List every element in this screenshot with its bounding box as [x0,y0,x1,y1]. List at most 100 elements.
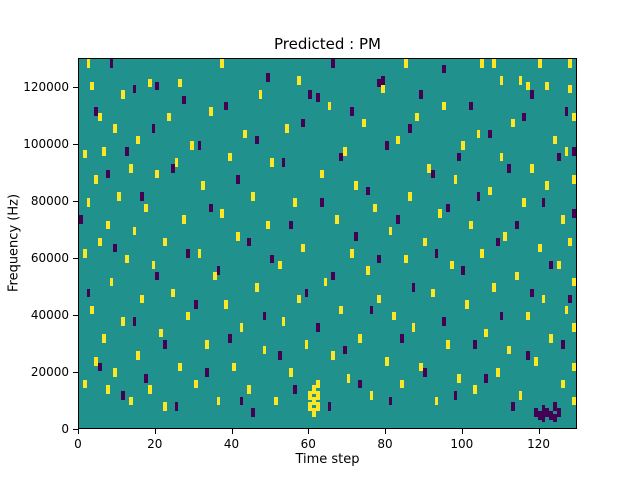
heatmap-cell-high [201,181,206,190]
heatmap-cell-high [155,169,160,179]
heatmap-cell-low [308,90,313,99]
heatmap-cell-high [212,271,217,281]
heatmap-cell-low [484,374,489,383]
heatmap-cell-high [90,81,95,91]
heatmap-cell-high [446,340,450,349]
heatmap-cell-high [273,396,278,406]
heatmap-cell-high [189,141,194,150]
x-tick-mark [231,429,233,434]
heatmap-cell-low [526,351,531,360]
heatmap-cell-high [572,277,576,287]
heatmap-cell-high [147,385,152,394]
heatmap-cell-low [442,317,446,326]
heatmap-cell-high [403,254,408,264]
heatmap-cell-high [572,112,576,122]
heatmap-cell-low [316,93,320,102]
heatmap-cell-low [105,169,110,179]
heatmap-cell-high [143,203,148,213]
heatmap-cell-high [488,186,492,196]
heatmap-cell-high [205,340,209,349]
heatmap-cell-low [400,334,404,343]
y-tick-mark [73,429,78,430]
heatmap-cell-low [514,220,519,230]
heatmap-cell-high [98,112,102,122]
heatmap-cell-low [430,169,435,179]
heatmap-cell-low [369,305,374,315]
heatmap-cell-high [568,237,573,247]
heatmap-cell-high [174,158,179,167]
heatmap-cell-high [220,59,225,68]
heatmap-cell-low [109,59,114,68]
y-tick-label: 0 [61,422,69,436]
heatmap-cell-low [143,374,148,383]
x-tick-label: 120 [527,437,551,451]
heatmap-cell-low [488,129,492,139]
heatmap-cell-high [392,311,397,321]
heatmap-cell-high [220,209,225,218]
heatmap-cell-low [545,408,550,417]
heatmap-cell-high [239,323,244,332]
heatmap-cell-low [193,300,198,309]
heatmap-cell-low [151,124,156,133]
heatmap-cell-high [476,129,481,139]
heatmap-cell-low [186,249,190,258]
y-tick-label: 60000 [30,250,69,265]
x-tick-label: 40 [223,437,240,451]
heatmap-cell-high [518,76,523,85]
heatmap-cell-high [90,305,95,315]
heatmap-cell-high [484,328,489,338]
heatmap-cell-low [388,396,393,406]
heatmap-cell-high [289,368,294,377]
heatmap-cell-low [216,266,221,275]
heatmap-cell-low [541,405,546,414]
heatmap-cell-low [338,152,343,162]
heatmap-cell-low [442,64,446,74]
heatmap-cell-low [300,118,305,128]
heatmap-cell-low [319,198,324,207]
heatmap-cell-low [182,95,187,105]
heatmap-cell-high [396,135,401,145]
heatmap-cell-low [499,311,504,321]
heatmap-cell-high [480,249,485,258]
heatmap-cell-high [136,135,141,145]
heatmap-cell-low [541,198,546,207]
y-tick-mark [73,143,78,145]
heatmap-cell-high [530,164,534,173]
heatmap-cell-high [560,215,565,224]
heatmap-cell-high [495,368,500,377]
x-tick-mark [154,429,156,434]
heatmap-cell-high [358,334,362,343]
x-tick-mark [385,429,387,434]
heatmap-cell-high [381,84,385,94]
heatmap-cell-high [82,149,87,159]
y-tick-label: 80000 [30,193,69,208]
heatmap-cell-low [419,90,424,99]
heatmap-cell-high [151,260,156,270]
heatmap-cell-low [537,411,542,420]
heatmap-cell-low [132,84,137,94]
heatmap-cell-low [434,249,439,258]
heatmap-cell-high [453,175,458,184]
heatmap-cell-high [208,107,213,116]
x-tick-mark [78,429,79,434]
chart-title: Predicted : PM [274,35,381,53]
heatmap-cell-low [446,203,450,213]
heatmap-cell-low [208,203,213,213]
heatmap-cell-high [124,254,129,264]
heatmap-cell-low [530,288,534,298]
heatmap-cell-low [556,152,561,162]
x-tick-mark [461,429,463,434]
x-tick-label: 60 [300,437,316,451]
heatmap-cell-low [468,101,473,111]
heatmap-cell-high [346,374,351,383]
heatmap-cell-low [476,192,481,201]
heatmap-cell-low [507,164,511,173]
heatmap-cell-high [293,198,297,207]
heatmap-cell-high [472,385,477,394]
heatmap-cell-high [231,362,236,372]
heatmap-cell-high [117,192,122,201]
heatmap-cell-high [388,226,393,235]
heatmap-plot [78,58,577,429]
heatmap-cell-high [572,323,576,332]
heatmap-cell-high [514,271,519,281]
